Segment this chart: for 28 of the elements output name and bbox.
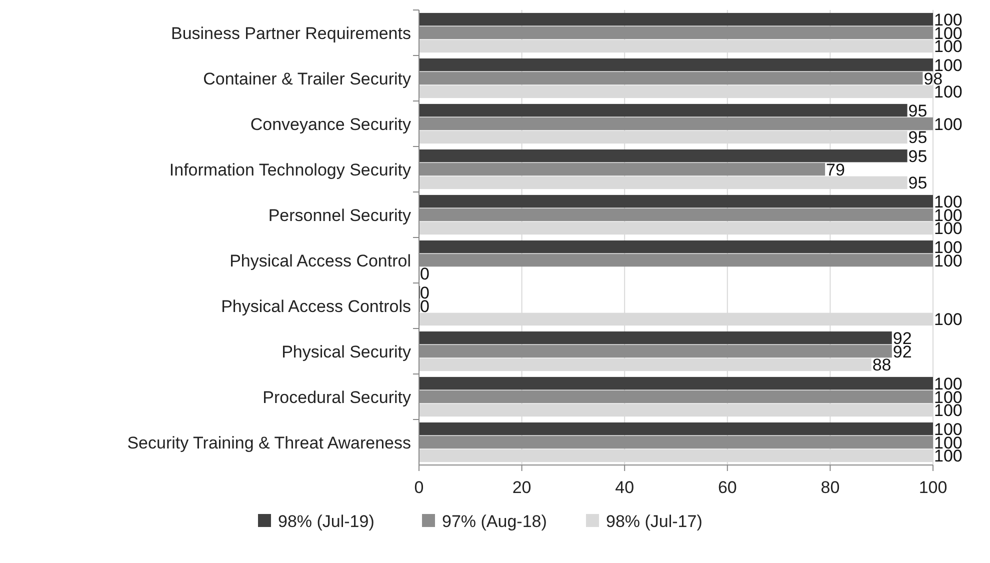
x-tick-label: 0: [414, 478, 424, 497]
y-tick-label: Container & Trailer Security: [203, 69, 412, 88]
legend-label: 98% (Jul-17): [606, 512, 702, 531]
x-tick-label: 80: [820, 478, 840, 497]
data-label: 95: [908, 174, 928, 193]
legend-label: 97% (Aug-18): [442, 512, 547, 531]
y-tick-label: Conveyance Security: [250, 114, 412, 134]
y-tick-label: Personnel Security: [268, 206, 412, 225]
data-label: 95: [908, 128, 928, 148]
y-tick-label: Information Technology Security: [169, 160, 412, 180]
y-tick-label: Procedural Security: [262, 388, 412, 407]
x-tick-label: 20: [512, 478, 532, 497]
data-label: 0: [420, 264, 430, 284]
x-tick-label: 60: [718, 478, 737, 497]
y-tick-label: Business Partner Requirements: [170, 24, 411, 43]
y-tick-label: Physical Access Controls: [221, 296, 411, 316]
legend-label: 98% (Jul-19): [278, 512, 374, 531]
data-label: 79: [826, 160, 845, 180]
x-tick-label: 100: [918, 478, 948, 497]
y-tick-label: Security Training & Threat Awareness: [127, 433, 411, 452]
data-label: 100: [934, 114, 962, 134]
data-label: 100: [934, 310, 962, 330]
y-tick-label: Physical Access Control: [230, 251, 411, 270]
x-tick-label: 40: [615, 478, 634, 497]
data-label: 95: [908, 101, 928, 120]
y-tick-label: Physical Security: [282, 342, 412, 362]
data-label: 95: [908, 146, 928, 166]
data-label: 88: [872, 356, 892, 375]
